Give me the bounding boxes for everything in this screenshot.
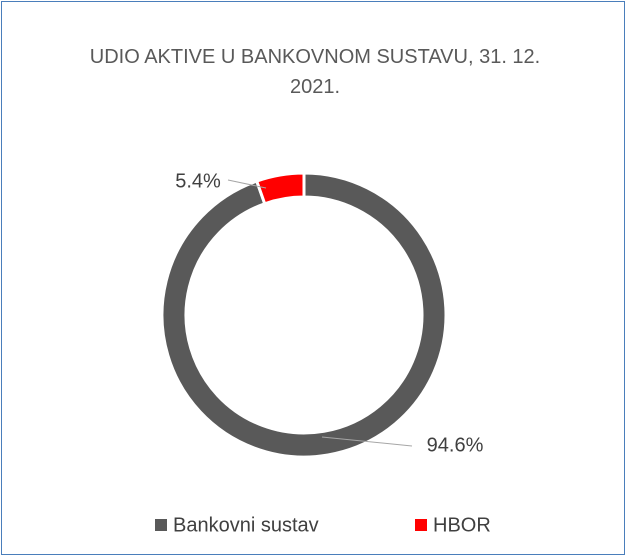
legend-swatch xyxy=(155,519,167,531)
legend-label: HBOR xyxy=(433,514,491,536)
legend-label: Bankovni sustav xyxy=(173,514,319,536)
donut-segment xyxy=(160,171,448,459)
legend-swatch xyxy=(415,519,427,531)
data-label: 94.6% xyxy=(427,434,484,456)
chart-title: UDIO AKTIVE U BANKOVNOM SUSTAVU, 31. 12.… xyxy=(89,46,541,98)
leader-line xyxy=(227,179,267,189)
data-label: 5.4% xyxy=(175,170,221,192)
donut-segment xyxy=(254,171,306,206)
leader-line xyxy=(321,436,413,447)
